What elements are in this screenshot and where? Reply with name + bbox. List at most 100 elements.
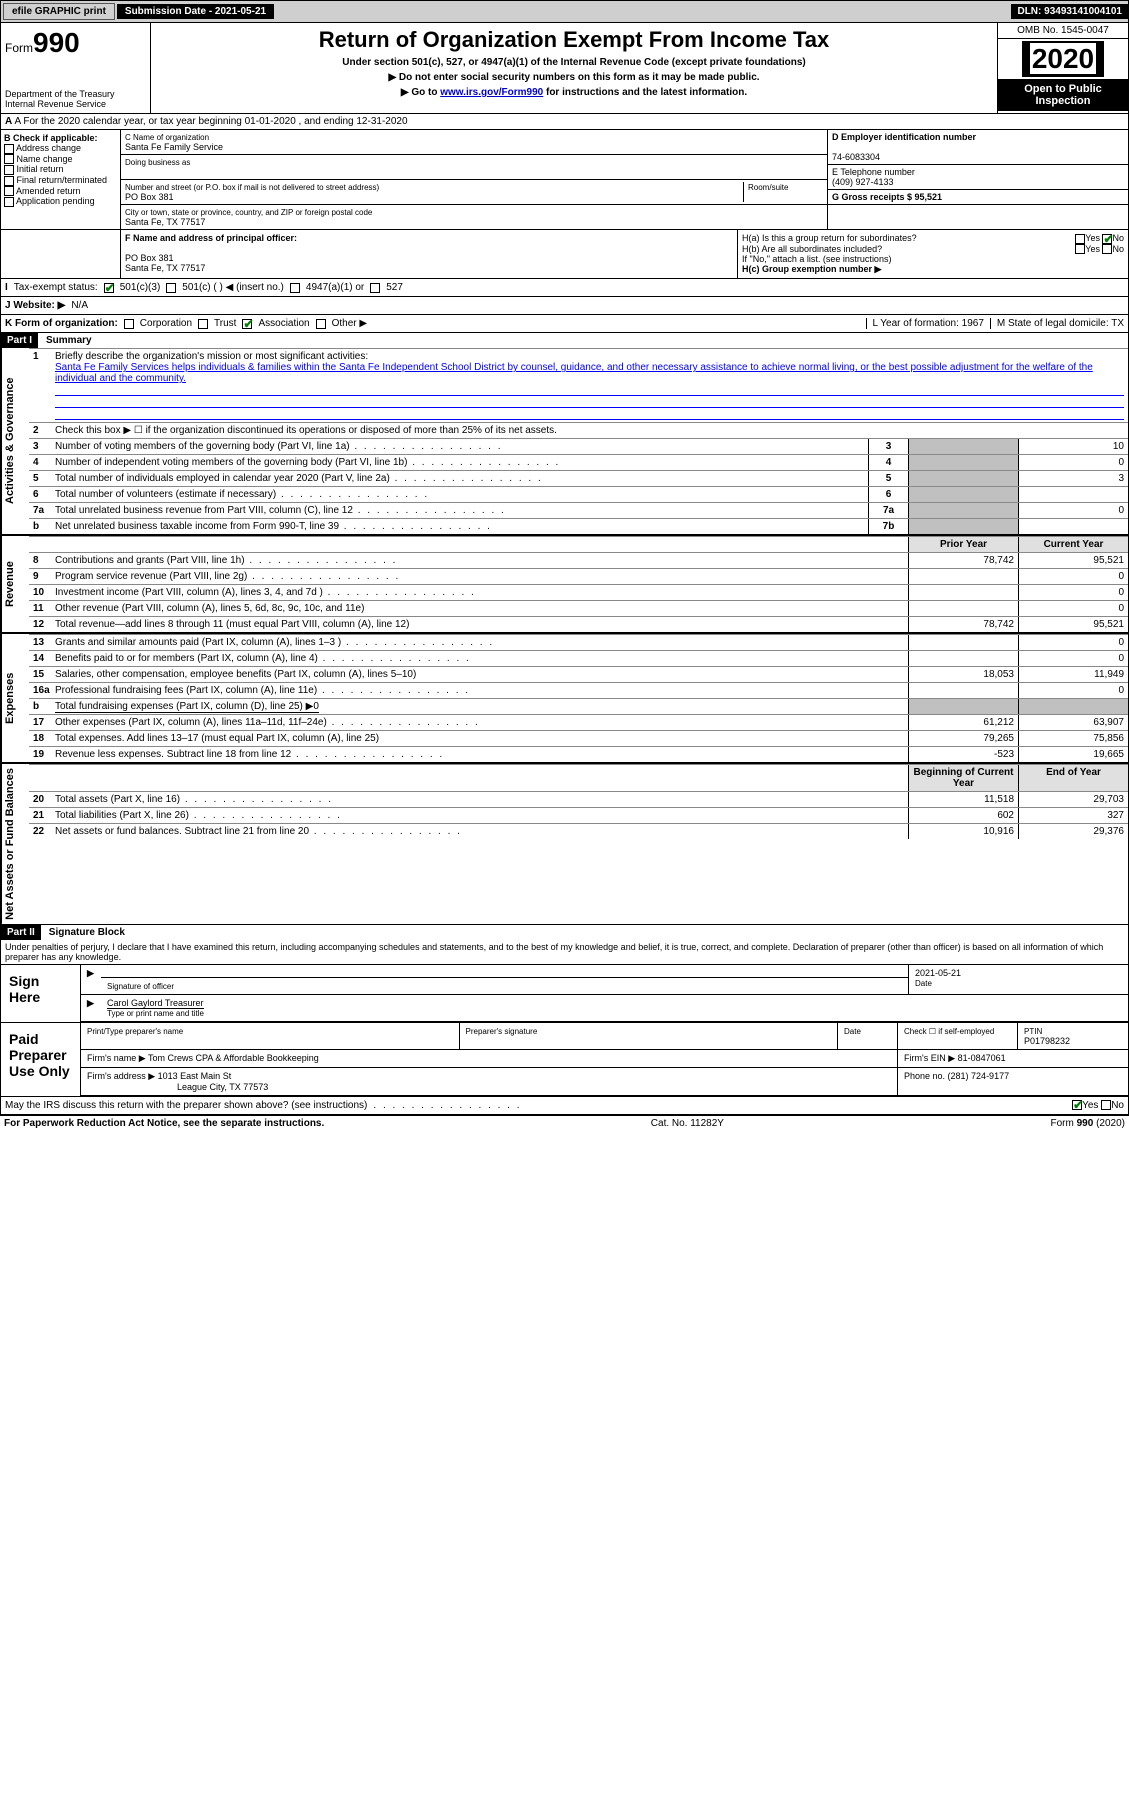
state-domicile: M State of legal domicile: TX bbox=[990, 318, 1124, 329]
klm-row: K Form of organization: Corporation Trus… bbox=[0, 315, 1129, 333]
officer-addr1: PO Box 381 bbox=[125, 253, 174, 263]
row-a-tax-year: A A For the 2020 calendar year, or tax y… bbox=[0, 114, 1129, 130]
dept-treasury: Department of the Treasury bbox=[5, 89, 146, 99]
officer-name: Carol Gaylord Treasurer bbox=[107, 998, 204, 1009]
page-footer: For Paperwork Reduction Act Notice, see … bbox=[0, 1115, 1129, 1131]
l16a-cy: 0 bbox=[1018, 683, 1128, 698]
l17-cy: 63,907 bbox=[1018, 715, 1128, 730]
part1-header: Part I bbox=[1, 333, 38, 348]
l11-cy: 0 bbox=[1018, 601, 1128, 616]
irs-label: Internal Revenue Service bbox=[5, 99, 146, 109]
firm-phone: Phone no. (281) 724-9177 bbox=[898, 1068, 1128, 1095]
org-city: Santa Fe, TX 77517 bbox=[125, 217, 205, 227]
form-number: Form990 bbox=[5, 27, 146, 59]
trust-checkbox[interactable] bbox=[198, 319, 208, 329]
sign-date: 2021-05-21 bbox=[915, 968, 961, 978]
l18-cy: 75,856 bbox=[1018, 731, 1128, 746]
l15-py: 18,053 bbox=[908, 667, 1018, 682]
irs-link[interactable]: www.irs.gov/Form990 bbox=[440, 87, 543, 98]
part2-title: Signature Block bbox=[41, 925, 133, 940]
l18-py: 79,265 bbox=[908, 731, 1018, 746]
perjury-declaration: Under penalties of perjury, I declare th… bbox=[1, 940, 1128, 964]
gross-receipts: G Gross receipts $ 95,521 bbox=[832, 192, 942, 202]
application-pending-checkbox[interactable] bbox=[4, 197, 14, 207]
l15-cy: 11,949 bbox=[1018, 667, 1128, 682]
l17-py: 61,212 bbox=[908, 715, 1018, 730]
vtab-governance: Activities & Governance bbox=[1, 348, 29, 534]
vtab-netassets: Net Assets or Fund Balances bbox=[1, 764, 29, 924]
efile-button[interactable]: efile GRAPHIC print bbox=[3, 3, 115, 20]
l7a-value: 0 bbox=[1018, 503, 1128, 518]
sign-here-block: Sign Here ▶Signature of officer2021-05-2… bbox=[0, 965, 1129, 1023]
website-value: N/A bbox=[71, 300, 88, 311]
paid-preparer-block: Paid Preparer Use Only Print/Type prepar… bbox=[0, 1023, 1129, 1097]
paid-preparer-label: Paid Preparer Use Only bbox=[1, 1023, 81, 1096]
sign-here-label: Sign Here bbox=[1, 965, 81, 1022]
tax-year: 2020 bbox=[998, 39, 1128, 79]
part-2: Part IISignature Block Under penalties o… bbox=[0, 925, 1129, 965]
ha-no-checkbox[interactable] bbox=[1102, 234, 1112, 244]
form-title: Return of Organization Exempt From Incom… bbox=[155, 27, 993, 53]
l21-py: 602 bbox=[908, 808, 1018, 823]
omb-number: OMB No. 1545-0047 bbox=[998, 23, 1128, 39]
form-header: Form990 Department of the Treasury Inter… bbox=[0, 23, 1129, 114]
submission-date: Submission Date - 2021-05-21 bbox=[117, 4, 274, 19]
other-checkbox[interactable] bbox=[316, 319, 326, 329]
final-return-checkbox[interactable] bbox=[4, 176, 14, 186]
501c3-checkbox[interactable] bbox=[104, 283, 114, 293]
vtab-expenses: Expenses bbox=[1, 634, 29, 762]
l13-cy: 0 bbox=[1018, 635, 1128, 650]
l4-value: 0 bbox=[1018, 455, 1128, 470]
identity-grid: B Check if applicable: Address change Na… bbox=[0, 130, 1129, 230]
l19-py: -523 bbox=[908, 747, 1018, 762]
subtitle-1: Under section 501(c), 527, or 4947(a)(1)… bbox=[155, 57, 993, 68]
l8-py: 78,742 bbox=[908, 553, 1018, 568]
discuss-yes-checkbox[interactable] bbox=[1072, 1100, 1082, 1110]
firm-ein: Firm's EIN ▶ 81-0847061 bbox=[898, 1050, 1128, 1067]
hb-no-checkbox[interactable] bbox=[1102, 244, 1112, 254]
year-formation: L Year of formation: 1967 bbox=[866, 318, 984, 329]
name-change-checkbox[interactable] bbox=[4, 154, 14, 164]
501c-checkbox[interactable] bbox=[166, 283, 176, 293]
org-name: Santa Fe Family Service bbox=[125, 142, 223, 152]
initial-return-checkbox[interactable] bbox=[4, 165, 14, 175]
l12-cy: 95,521 bbox=[1018, 617, 1128, 632]
corp-checkbox[interactable] bbox=[124, 319, 134, 329]
address-change-checkbox[interactable] bbox=[4, 144, 14, 154]
subtitle-3: ▶ Go to www.irs.gov/Form990 for instruct… bbox=[155, 87, 993, 98]
ptin: P01798232 bbox=[1024, 1036, 1070, 1046]
part-1: Part ISummary Activities & Governance 1B… bbox=[0, 333, 1129, 925]
open-to-public: Open to Public Inspection bbox=[998, 79, 1128, 111]
ein: 74-6083304 bbox=[832, 152, 880, 162]
amended-return-checkbox[interactable] bbox=[4, 186, 14, 196]
col-c-org-info: C Name of organizationSanta Fe Family Se… bbox=[121, 130, 828, 229]
discuss-no-checkbox[interactable] bbox=[1101, 1100, 1111, 1110]
l12-py: 78,742 bbox=[908, 617, 1018, 632]
l22-py: 10,916 bbox=[908, 824, 1018, 839]
l22-cy: 29,376 bbox=[1018, 824, 1128, 839]
l3-value: 10 bbox=[1018, 439, 1128, 454]
firm-name: Firm's name ▶ Tom Crews CPA & Affordable… bbox=[81, 1050, 898, 1067]
tax-exempt-status-row: I Tax-exempt status: 501(c)(3) 501(c) ( … bbox=[0, 279, 1129, 297]
l21-cy: 327 bbox=[1018, 808, 1128, 823]
org-address: PO Box 381 bbox=[125, 192, 174, 202]
part1-title: Summary bbox=[38, 333, 100, 348]
l9-cy: 0 bbox=[1018, 569, 1128, 584]
top-bar: efile GRAPHIC print Submission Date - 20… bbox=[0, 0, 1129, 23]
l7b-value bbox=[1018, 519, 1128, 534]
dln-label: DLN: 93493141004101 bbox=[1011, 4, 1128, 19]
subtitle-2: ▶ Do not enter social security numbers o… bbox=[155, 72, 993, 83]
assoc-checkbox[interactable] bbox=[242, 319, 252, 329]
firm-address: Firm's address ▶ 1013 East Main St bbox=[87, 1071, 231, 1081]
hb-yes-checkbox[interactable] bbox=[1075, 244, 1085, 254]
f-h-row: F Name and address of principal officer:… bbox=[0, 230, 1129, 279]
l8-cy: 95,521 bbox=[1018, 553, 1128, 568]
527-checkbox[interactable] bbox=[370, 283, 380, 293]
officer-addr2: Santa Fe, TX 77517 bbox=[125, 263, 205, 273]
ha-yes-checkbox[interactable] bbox=[1075, 234, 1085, 244]
mission-text: Santa Fe Family Services helps individua… bbox=[55, 362, 1093, 384]
l14-cy: 0 bbox=[1018, 651, 1128, 666]
l6-value bbox=[1018, 487, 1128, 502]
4947-checkbox[interactable] bbox=[290, 283, 300, 293]
discuss-row: May the IRS discuss this return with the… bbox=[0, 1097, 1129, 1115]
